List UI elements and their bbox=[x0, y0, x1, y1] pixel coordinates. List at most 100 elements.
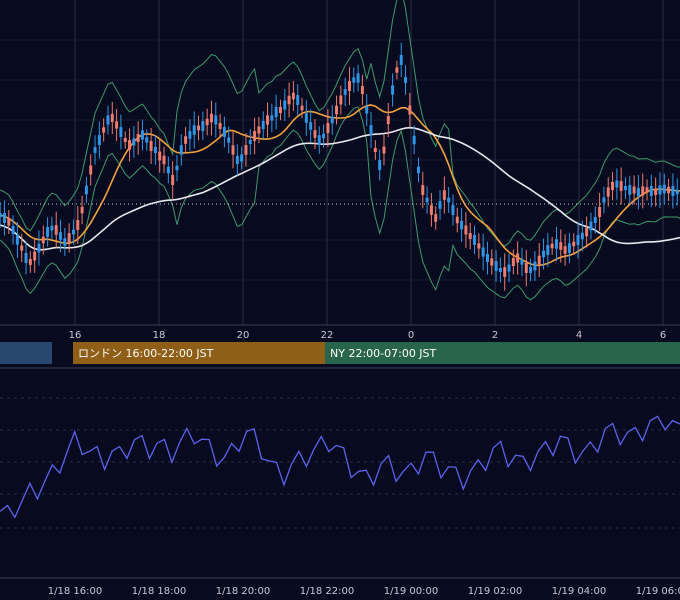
candle-body bbox=[537, 255, 541, 265]
candle-body bbox=[490, 258, 494, 266]
osc-x-tick-label: 1/19 06:00 bbox=[636, 586, 680, 597]
candle-body bbox=[313, 130, 317, 138]
candle-body bbox=[97, 135, 101, 145]
candle-body bbox=[645, 187, 649, 193]
candle-body bbox=[464, 225, 468, 235]
candle-body bbox=[485, 253, 489, 263]
candle-body bbox=[278, 107, 282, 113]
candle-body bbox=[2, 213, 6, 223]
candle-body bbox=[460, 220, 464, 230]
candle-body bbox=[434, 214, 438, 222]
candle-body bbox=[119, 127, 123, 137]
candle-body bbox=[598, 207, 602, 217]
candle-body bbox=[533, 261, 537, 271]
candle-body bbox=[71, 229, 75, 235]
candle-body bbox=[654, 189, 658, 195]
candle-body bbox=[235, 155, 239, 165]
candle-body bbox=[369, 125, 373, 135]
candle-body bbox=[416, 166, 420, 174]
bollinger-upper bbox=[0, 0, 680, 247]
candle-body bbox=[231, 145, 235, 155]
candle-body bbox=[240, 154, 244, 162]
osc-x-tick-label: 1/18 20:00 bbox=[216, 586, 270, 597]
candle-body bbox=[636, 187, 640, 197]
candle-body bbox=[425, 197, 429, 203]
session-ny-label: NY 22:00-07:00 JST bbox=[330, 347, 437, 360]
candle-body bbox=[382, 146, 386, 154]
candle-body bbox=[296, 95, 300, 105]
candle-body bbox=[322, 133, 326, 139]
candle-body bbox=[140, 130, 144, 140]
candle-body bbox=[15, 235, 19, 245]
candle-body bbox=[442, 190, 446, 200]
moving-average-slow bbox=[0, 126, 680, 251]
price-x-tick-label: 22 bbox=[321, 330, 334, 341]
candle-body bbox=[209, 113, 213, 123]
candle-body bbox=[149, 141, 153, 151]
candle-body bbox=[335, 105, 339, 115]
candle-body bbox=[67, 233, 71, 243]
candle-body bbox=[567, 243, 571, 253]
candle-body bbox=[0, 213, 2, 217]
candle-body bbox=[218, 123, 222, 129]
candle-body bbox=[481, 247, 485, 257]
candle-body bbox=[602, 197, 606, 203]
candle-body bbox=[671, 186, 675, 196]
candle-body bbox=[399, 55, 403, 65]
candle-body bbox=[542, 250, 546, 258]
candle-body bbox=[524, 263, 528, 273]
candle-body bbox=[248, 139, 252, 145]
candle-body bbox=[429, 205, 433, 215]
price-x-tick-label: 6 bbox=[660, 330, 666, 341]
price-x-tick-label: 18 bbox=[153, 330, 166, 341]
candle-body bbox=[550, 243, 554, 249]
candle-body bbox=[257, 126, 261, 134]
osc-x-tick-label: 1/18 18:00 bbox=[132, 586, 186, 597]
price-x-tick-label: 0 bbox=[408, 330, 414, 341]
candle-body bbox=[585, 227, 589, 237]
candle-body bbox=[115, 121, 119, 129]
candle-body bbox=[244, 145, 248, 155]
candle-body bbox=[649, 186, 653, 196]
session-tokyo-bar bbox=[0, 342, 52, 364]
candle-body bbox=[494, 261, 498, 271]
candle-body bbox=[162, 155, 166, 165]
candle-body bbox=[123, 137, 127, 143]
candle-body bbox=[632, 186, 636, 194]
candle-body bbox=[593, 217, 597, 223]
candle-body bbox=[516, 253, 520, 263]
session-ny-bar bbox=[325, 342, 680, 364]
candle-body bbox=[662, 184, 666, 194]
candle-body bbox=[270, 115, 274, 121]
candle-body bbox=[498, 267, 502, 273]
candle-body bbox=[675, 189, 679, 195]
candle-body bbox=[438, 201, 442, 209]
price-x-tick-label: 2 bbox=[492, 330, 498, 341]
candle-body bbox=[520, 259, 524, 265]
candle-body bbox=[192, 125, 196, 135]
osc-x-tick-label: 1/19 00:00 bbox=[384, 586, 438, 597]
candle-body bbox=[576, 235, 580, 245]
candle-body bbox=[447, 197, 451, 203]
candle-body bbox=[54, 225, 58, 235]
candle-body bbox=[326, 123, 330, 133]
candle-body bbox=[529, 267, 533, 273]
candle-body bbox=[641, 186, 645, 196]
candle-body bbox=[28, 259, 32, 265]
candle-body bbox=[503, 267, 507, 277]
candle-body bbox=[214, 115, 218, 125]
candle-body bbox=[84, 185, 88, 195]
candle-body bbox=[330, 116, 334, 124]
candle-body bbox=[455, 216, 459, 224]
candle-body bbox=[274, 107, 278, 117]
candle-body bbox=[477, 243, 481, 249]
candle-body bbox=[304, 113, 308, 123]
candle-body bbox=[347, 81, 351, 91]
candle-body bbox=[386, 115, 390, 125]
candle-body bbox=[20, 245, 24, 251]
candle-body bbox=[184, 136, 188, 144]
candle-body bbox=[473, 235, 477, 245]
candle-body bbox=[623, 185, 627, 191]
candle-body bbox=[546, 245, 550, 255]
